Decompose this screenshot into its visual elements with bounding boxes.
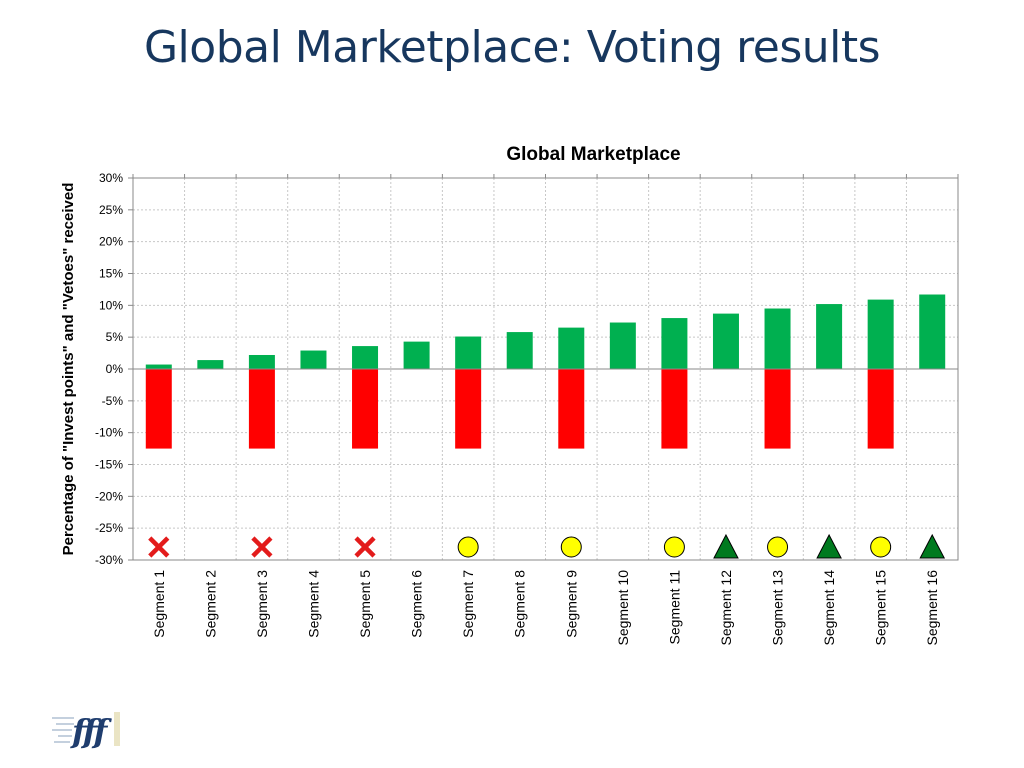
x-category-label: Segment 5 (357, 570, 373, 638)
veto-bar (867, 369, 894, 449)
x-category-label: Segment 12 (718, 570, 734, 646)
veto-bar (661, 369, 688, 449)
y-tick-label: -20% (95, 489, 123, 503)
cross-stroke (354, 536, 376, 558)
veto-bar (248, 369, 275, 449)
invest-bar (867, 299, 894, 369)
invest-bar (558, 327, 585, 369)
company-logo: fff (52, 712, 120, 750)
invest-bar (403, 341, 430, 369)
x-category-label: Segment 4 (305, 570, 321, 638)
y-tick-label: 25% (99, 203, 123, 217)
yellow-circle-icon (767, 536, 789, 558)
y-tick-label: -10% (95, 426, 123, 440)
x-category-label: Segment 11 (666, 570, 682, 645)
y-tick-label: -15% (95, 458, 123, 472)
invest-bar (352, 346, 379, 369)
yellow-circle-icon (663, 536, 685, 558)
invest-bar (609, 322, 636, 369)
x-category-label: Segment 2 (202, 570, 218, 638)
veto-cross-icon (354, 536, 376, 558)
green-triangle-icon (919, 533, 946, 559)
invest-bar (248, 354, 275, 369)
logo-text: fff (70, 712, 113, 750)
y-tick-label: 30% (99, 171, 123, 185)
chart-title: Global Marketplace (506, 144, 680, 165)
veto-bar (558, 369, 585, 449)
veto-bar (145, 369, 172, 449)
green-triangle-icon (713, 533, 739, 559)
invest-bar (455, 336, 482, 369)
x-category-label: Segment 14 (821, 570, 837, 646)
x-category-label: Segment 7 (460, 570, 476, 638)
invest-bar (506, 332, 533, 369)
y-tick-label: 20% (99, 235, 123, 249)
invest-bar (712, 313, 739, 369)
x-category-label: Segment 3 (254, 570, 270, 638)
invest-bar (300, 350, 327, 369)
x-category-label: Segment 13 (770, 570, 786, 646)
cross-stroke (148, 536, 170, 558)
yellow-circle-icon (560, 536, 582, 558)
cross-stroke (251, 536, 273, 558)
green-triangle-icon (816, 533, 842, 559)
y-tick-label: -5% (102, 394, 124, 408)
invest-bar (145, 364, 172, 369)
invest-bar (816, 304, 843, 369)
y-tick-label: 0% (106, 362, 124, 376)
x-category-label: Segment 16 (924, 570, 940, 646)
veto-bar (455, 369, 482, 449)
x-category-label: Segment 8 (512, 570, 528, 638)
invest-bar (661, 318, 688, 369)
y-tick-label: -30% (95, 553, 123, 567)
y-tick-label: 15% (99, 267, 123, 281)
yellow-circle-icon (457, 536, 479, 558)
x-category-label: Segment 1 (151, 570, 167, 638)
veto-cross-icon (148, 536, 170, 558)
x-category-label: Segment 15 (873, 570, 889, 646)
slide-title: Global Marketplace: Voting results (143, 22, 881, 73)
x-category-label: Segment 6 (409, 570, 425, 638)
invest-bar (919, 294, 946, 369)
veto-cross-icon (251, 536, 273, 558)
y-tick-label: -25% (95, 521, 123, 535)
x-category-label: Segment 9 (563, 570, 579, 638)
voting-results-chart: Global Marketplace 30% 25% 20% 15% 10% 5% 0% -5%… (60, 144, 959, 646)
y-tick-label: 5% (106, 330, 124, 344)
y-tick-label: 10% (99, 298, 123, 312)
y-axis-label: Percentage of "Invest points" and "Vetoe… (60, 183, 77, 556)
yellow-circle-icon (870, 536, 892, 558)
veto-bar (764, 369, 791, 449)
invest-bar (764, 308, 791, 369)
veto-bar (352, 369, 379, 449)
x-category-label: Segment 10 (615, 570, 631, 646)
invest-bar (197, 360, 224, 369)
